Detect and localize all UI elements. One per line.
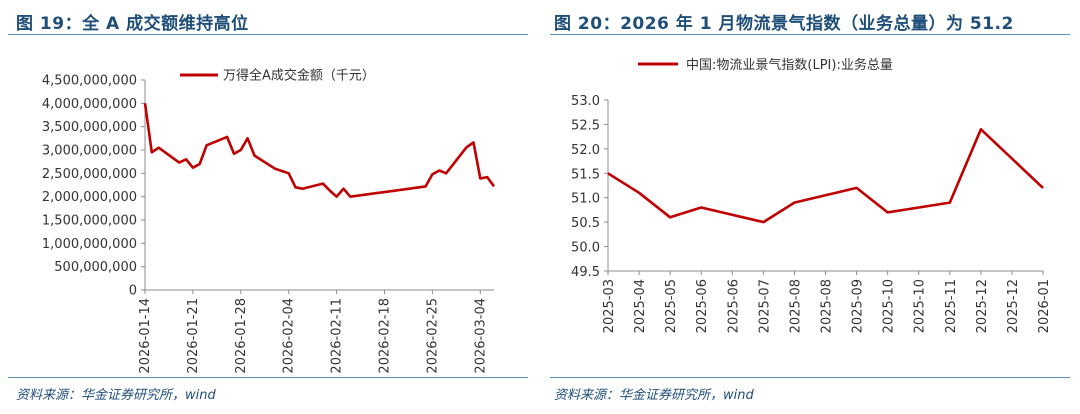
figure-20-source: 资料来源：华金证券研究所，wind xyxy=(554,388,754,403)
y-tick-label: 50.5 xyxy=(571,216,600,231)
x-tick-label: 2025-08 xyxy=(788,279,803,333)
x-tick-label: 2025-06 xyxy=(726,279,741,333)
y-tick-label: 49.5 xyxy=(571,265,600,280)
x-tick-label: 2025-12 xyxy=(1006,279,1021,333)
y-tick-label: 53.0 xyxy=(571,94,600,109)
y-tick-label: 2,500,000,000 xyxy=(42,167,137,182)
y-tick-label: 2,000,000,000 xyxy=(42,190,137,205)
y-tick-label: 51.5 xyxy=(571,167,600,182)
legend-label: 中国:物流业景气指数(LPI):业务总量 xyxy=(686,57,893,73)
turnover-line-chart: 0 500,000,000 1,000,000,000 1,500,000,000 2,… xyxy=(42,68,496,374)
x-tick-label: 2025-08 xyxy=(820,279,835,333)
y-tick-label: 3,500,000,000 xyxy=(42,120,137,135)
y-tick-label: 0 xyxy=(129,284,137,299)
x-tick-label: 2025-10 xyxy=(882,279,897,333)
x-tick-label: 2026-01-14 xyxy=(138,298,153,374)
y-tick-label: 52.0 xyxy=(571,143,600,158)
y-tick-label: 3,000,000,000 xyxy=(42,144,137,159)
x-tick-label: 2025-10 xyxy=(913,279,928,333)
figure-19-top-rule xyxy=(8,34,528,35)
y-tick-label: 500,000,000 xyxy=(54,260,137,275)
figure-19-title: 图 19：全 A 成交额维持高位 xyxy=(16,14,249,34)
figure-19-bottom-rule xyxy=(8,377,528,378)
figure-20-panel: 图 20：2026 年 1 月物流景气指数（业务总量）为 51.2 49.5 50… xyxy=(550,0,1080,414)
series-line-lpi xyxy=(607,128,1044,224)
y-tick-label: 1,500,000,000 xyxy=(42,214,137,229)
y-tick-label: 50.0 xyxy=(571,241,600,256)
x-tick-label: 2025-03 xyxy=(602,279,617,333)
series-line-turnover xyxy=(143,103,496,198)
x-tick-label: 2025-12 xyxy=(975,279,990,333)
figure-20-top-rule xyxy=(550,34,1070,35)
figure-20-bottom-rule xyxy=(550,377,1070,378)
x-tick-label: 2026-02-25 xyxy=(425,298,440,374)
x-tick-label: 2025-09 xyxy=(851,279,866,333)
y-tick-label: 52.5 xyxy=(571,118,600,133)
x-tick-label: 2025-05 xyxy=(664,279,679,333)
legend-label: 万得全A成交金额（千元） xyxy=(223,68,375,84)
lpi-line-chart: 49.5 50.0 50.5 51.0 51.5 52.0 52.5 53.0 2025-03 2… xyxy=(571,57,1052,333)
x-tick-label: 2025-11 xyxy=(944,279,959,333)
figure-20-title: 图 20：2026 年 1 月物流景气指数（业务总量）为 51.2 xyxy=(554,14,1014,34)
y-tick-label: 1,000,000,000 xyxy=(42,237,137,252)
x-tick-label: 2026-01 xyxy=(1037,279,1052,333)
x-tick-label: 2026-01-28 xyxy=(234,298,249,374)
y-tick-label: 4,000,000,000 xyxy=(42,97,137,112)
figure-19-source: 资料来源：华金证券研究所，wind xyxy=(16,388,216,403)
x-tick-label: 2026-02-04 xyxy=(282,298,297,374)
y-tick-label: 4,500,000,000 xyxy=(42,74,137,89)
figure-19-panel: 图 19：全 A 成交额维持高位 0 500,000,000 1,000,000,0… xyxy=(0,0,530,414)
x-tick-label: 2026-01-21 xyxy=(186,298,201,374)
x-tick-label: 2026-02-18 xyxy=(378,298,393,374)
x-tick-label: 2025-04 xyxy=(633,279,648,333)
x-tick-label: 2025-07 xyxy=(757,279,772,333)
y-tick-label: 51.0 xyxy=(571,192,600,207)
x-tick-label: 2025-06 xyxy=(695,279,710,333)
x-tick-label: 2026-03-04 xyxy=(473,298,488,374)
x-tick-label: 2026-02-11 xyxy=(330,298,345,374)
